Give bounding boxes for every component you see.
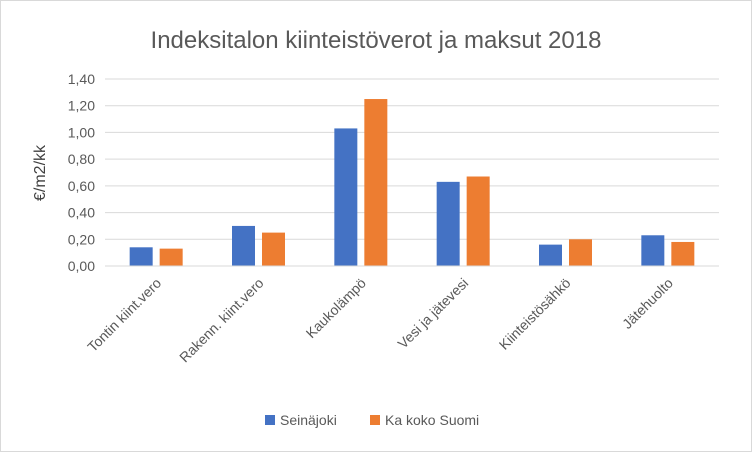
x-tick-label: Tontin kiint.vero <box>84 275 164 355</box>
y-axis-label: €/m2/kk <box>32 144 49 201</box>
y-tick-label: 0,20 <box>68 231 95 247</box>
x-tick-label: Kaukolämpö <box>303 275 369 341</box>
y-tick-label: 1,40 <box>68 71 95 87</box>
bar-seinajoki <box>129 247 153 266</box>
gridlines <box>105 78 719 240</box>
legend-label: Seinäjoki <box>280 412 337 428</box>
bar-seinajoki <box>539 244 562 266</box>
y-tick-label: 0,80 <box>68 151 95 167</box>
bar-seinajoki <box>232 225 255 266</box>
bar-seinajoki <box>641 235 665 266</box>
bar-ka-koko-suomi <box>569 239 592 266</box>
bar-ka-koko-suomi <box>262 232 285 266</box>
y-tick-labels: 0,00 0,20 0,40 0,60 0,80 1,00 1,20 1,40 <box>68 71 95 274</box>
chart-title: Indeksitalon kiinteistöverot ja maksut 2… <box>151 27 602 54</box>
bar-ka-koko-suomi <box>671 241 695 266</box>
y-tick-label: 0,40 <box>68 205 95 221</box>
x-tick-label: Vesi ja jätevesi <box>394 275 471 352</box>
x-tick-label: Rakenn. kiint.vero <box>176 275 267 366</box>
x-tick-label: Jätehuolto <box>619 275 676 332</box>
y-tick-label: 1,20 <box>68 98 95 114</box>
x-tick-labels: Tontin kiint.vero Rakenn. kiint.vero Kauko… <box>84 275 676 366</box>
bar-ka-koko-suomi <box>364 99 388 267</box>
bar-seinajoki <box>334 128 358 266</box>
x-tick-label: Kiinteistösähkö <box>496 275 574 353</box>
legend-swatch <box>265 415 275 425</box>
bar-ka-koko-suomi <box>159 248 183 266</box>
y-tick-label: 1,00 <box>68 124 95 140</box>
legend-label: Ka koko Suomi <box>385 412 479 428</box>
y-tick-label: 0,60 <box>68 178 95 194</box>
legend-swatch <box>370 415 380 425</box>
y-tick-label: 0,00 <box>68 258 95 274</box>
bar-ka-koko-suomi <box>466 176 490 266</box>
legend: Seinäjoki Ka koko Suomi <box>265 412 479 428</box>
bar-seinajoki <box>436 181 460 266</box>
bars <box>129 99 695 267</box>
